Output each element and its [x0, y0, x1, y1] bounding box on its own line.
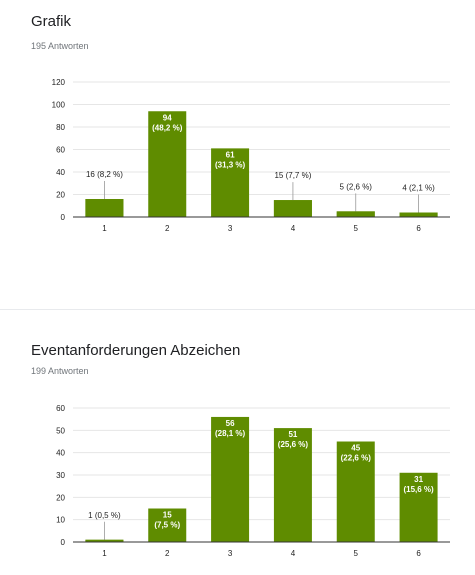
- bar-overlay: [85, 199, 124, 217]
- bar: [273, 428, 312, 542]
- bar-overlay: [399, 212, 438, 217]
- x-tick-label: 3: [228, 224, 233, 233]
- bar-overlay: [85, 539, 124, 542]
- bar: [148, 111, 187, 217]
- bar: [336, 441, 375, 542]
- y-tick-label: 20: [56, 191, 65, 200]
- question-title: Eventanforderungen Abzeichen: [31, 342, 241, 359]
- bar: [399, 472, 438, 542]
- bar-overlay: [273, 200, 312, 217]
- data-label: 15 (7,7 %): [274, 171, 311, 180]
- x-tick-label: 1: [102, 224, 107, 233]
- y-tick-label: 60: [56, 146, 65, 155]
- y-tick-label: 0: [61, 538, 66, 547]
- data-label: 1 (0,5 %): [88, 511, 121, 520]
- y-tick-label: 80: [56, 123, 65, 132]
- question-card-eventanforderungen: Eventanforderungen Abzeichen 199 Antwort…: [0, 326, 475, 575]
- y-tick-label: 40: [56, 168, 65, 177]
- y-tick-label: 50: [56, 426, 65, 435]
- x-tick-label: 6: [416, 549, 421, 558]
- x-tick-label: 4: [291, 549, 296, 558]
- y-tick-label: 20: [56, 493, 65, 502]
- bar: [148, 508, 187, 542]
- y-tick-label: 60: [56, 404, 65, 413]
- response-count: 195 Antworten: [31, 41, 89, 51]
- data-label: 61 (31,3 %): [215, 150, 246, 169]
- data-label: 31 (15,6 %): [403, 475, 434, 494]
- data-label: 56 (28,1 %): [215, 419, 246, 438]
- y-tick-label: 30: [56, 471, 65, 480]
- x-tick-label: 4: [291, 224, 296, 233]
- card-divider: [0, 309, 475, 310]
- data-label: 94 (48,2 %): [152, 113, 183, 132]
- x-tick-label: 2: [165, 224, 170, 233]
- x-tick-label: 3: [228, 549, 233, 558]
- y-tick-label: 0: [61, 213, 66, 222]
- y-tick-label: 10: [56, 516, 65, 525]
- data-label: 45 (22,6 %): [341, 444, 372, 463]
- bar-chart-eventanforderungen: 0 10 20 30 40 50 60 1 1 (0,5 %) 2 15 (7,5 %) 3 56 (28,…: [56, 404, 450, 558]
- data-label: 51 (25,6 %): [278, 430, 309, 449]
- question-card-grafik: Grafik 195 Antworten 0 20 40 60 80 100 120 1 16 …: [31, 13, 450, 233]
- x-tick-label: 5: [354, 549, 359, 558]
- data-label: 4 (2,1 %): [402, 184, 435, 193]
- x-tick-label: 6: [416, 224, 421, 233]
- x-tick-label: 1: [102, 549, 107, 558]
- y-tick-label: 40: [56, 449, 65, 458]
- y-tick-label: 120: [52, 78, 66, 87]
- x-tick-label: 2: [165, 549, 170, 558]
- bar-overlay: [336, 211, 375, 217]
- data-label: 16 (8,2 %): [86, 170, 123, 179]
- bar: [211, 148, 250, 217]
- data-label: 15 (7,5 %): [154, 511, 180, 530]
- bar: [211, 416, 250, 542]
- x-tick-label: 5: [354, 224, 359, 233]
- data-label: 5 (2,6 %): [340, 182, 373, 191]
- response-count: 199 Antworten: [31, 366, 89, 376]
- question-title: Grafik: [31, 13, 72, 30]
- y-tick-label: 100: [52, 101, 66, 110]
